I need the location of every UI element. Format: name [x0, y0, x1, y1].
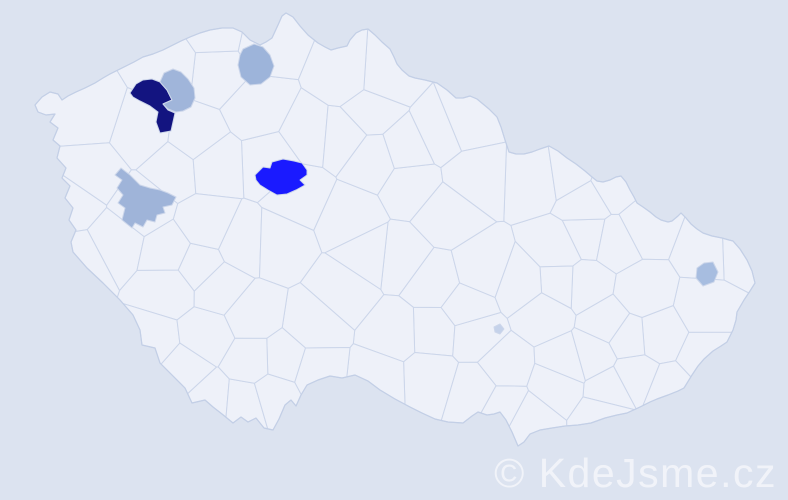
country-outline — [34, 12, 756, 447]
watermark-text: © KdeJsme.cz — [494, 450, 777, 496]
district-cell — [570, 326, 618, 382]
district-cell — [409, 181, 498, 251]
district-borders-layer — [34, 12, 756, 447]
district-north-medium — [237, 43, 275, 86]
district-cell — [335, 133, 395, 196]
district-cell — [440, 282, 502, 327]
highlighted-districts-layer — [114, 43, 719, 335]
district-northwest-medium — [159, 68, 196, 113]
district-cell — [313, 178, 391, 254]
district-cell — [324, 221, 389, 290]
district-east-light — [695, 261, 719, 287]
district-prague-bright — [254, 158, 308, 196]
district-west-medium — [114, 167, 177, 229]
district-center-faintest — [493, 323, 505, 335]
district-cell — [503, 143, 557, 226]
district-cell — [193, 261, 256, 316]
district-cell — [217, 337, 269, 384]
district-cell — [494, 240, 543, 319]
district-northwest-darkest — [129, 78, 176, 134]
